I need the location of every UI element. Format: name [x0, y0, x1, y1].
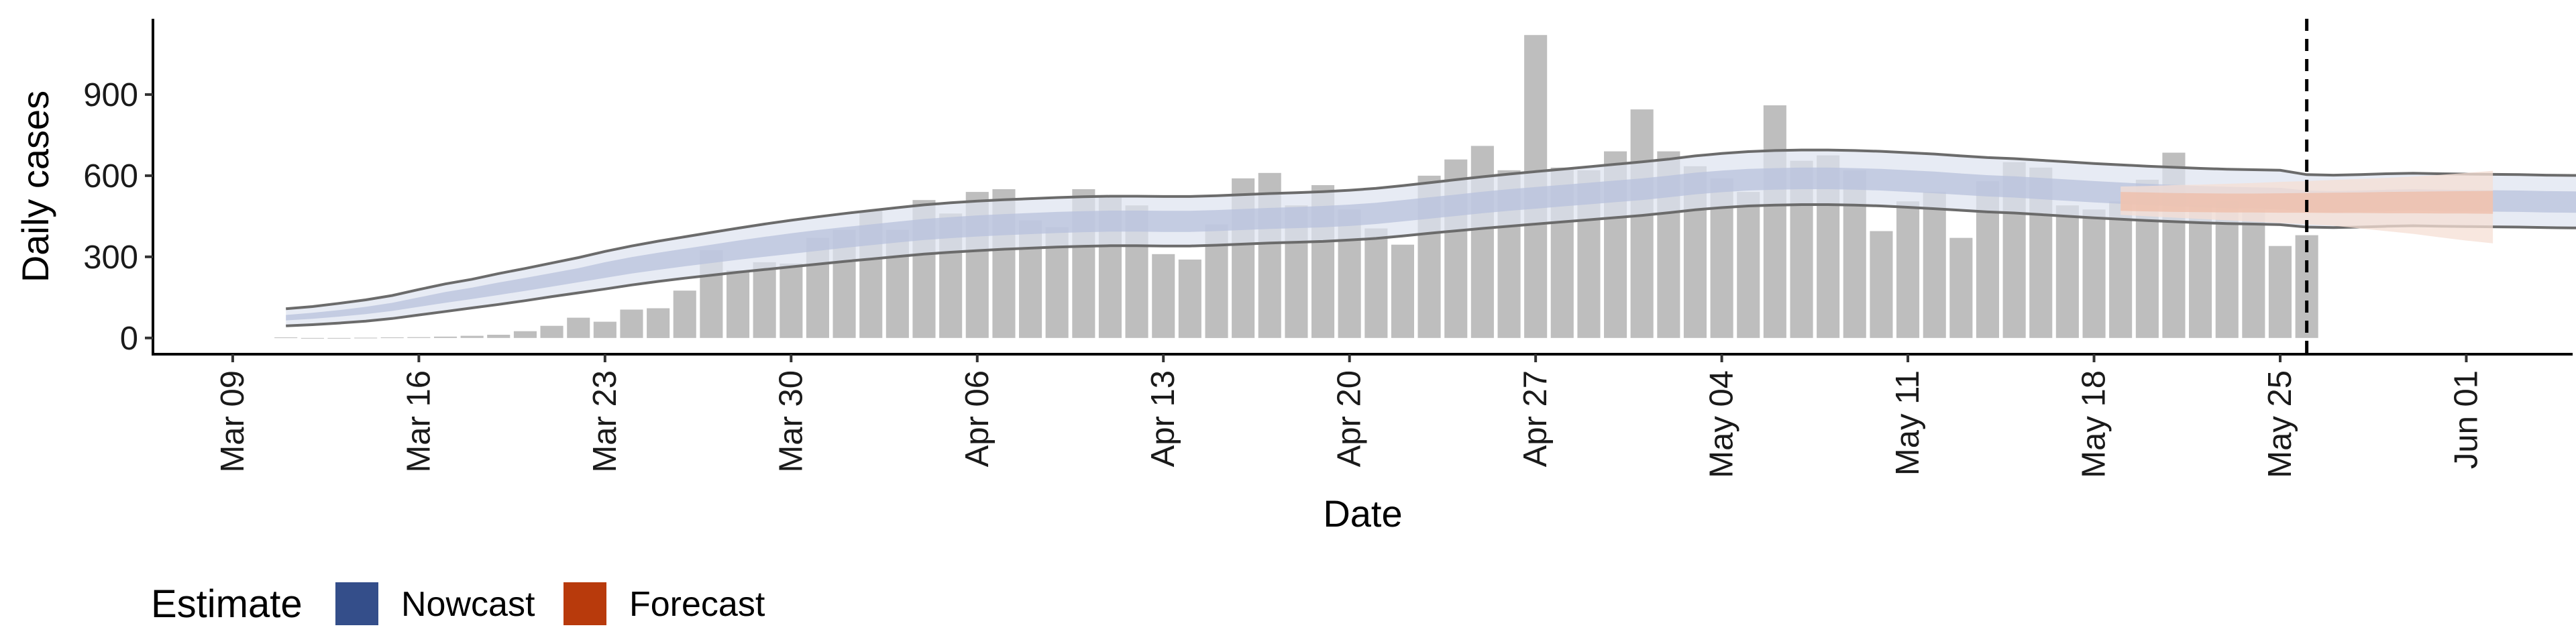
case-bar — [274, 337, 298, 338]
case-bar — [354, 337, 378, 339]
y-tick-label: 600 — [83, 158, 138, 195]
x-tick-label: Apr 27 — [1517, 370, 1554, 467]
x-axis-title: Date — [1323, 492, 1402, 535]
x-axis-ticks: Mar 09 Mar 16 Mar 23 Mar 30 Apr 06 Apr 13 Apr … — [215, 354, 2484, 478]
legend-title: Estimate — [151, 582, 303, 626]
x-tick-label: Mar 09 — [215, 370, 251, 473]
y-axis-ticks: 0 300 600 900 — [83, 77, 153, 357]
case-bar — [460, 335, 484, 338]
x-tick-label: Mar 16 — [400, 370, 437, 473]
case-bar — [673, 290, 696, 338]
nowcast-upper-line — [286, 148, 2576, 311]
legend-label: Forecast — [629, 585, 765, 624]
case-bar — [540, 325, 564, 338]
case-bar — [1737, 192, 1760, 338]
case-bar — [1178, 259, 1201, 338]
case-bar — [2055, 205, 2079, 338]
y-tick-label: 300 — [83, 239, 138, 276]
case-bar — [2242, 209, 2265, 338]
case-bar — [753, 262, 776, 338]
case-bar — [727, 270, 750, 338]
case-bar — [1949, 237, 1973, 338]
case-bar — [2109, 201, 2133, 338]
legend-label: Nowcast — [401, 585, 535, 624]
case-bar — [1763, 105, 1786, 338]
x-tick-label: Mar 23 — [587, 370, 623, 473]
x-tick-label: May 25 — [2262, 370, 2298, 478]
case-bar — [513, 331, 537, 338]
case-bar — [1896, 201, 1920, 338]
y-axis-title: Daily cases — [14, 91, 56, 282]
legend-swatch — [335, 582, 378, 625]
x-tick-label: Apr 06 — [959, 370, 996, 467]
case-bar — [647, 308, 670, 338]
case-bar — [1870, 231, 1893, 338]
y-tick-label: 0 — [120, 321, 138, 357]
case-bar — [2268, 246, 2292, 338]
nowcast-inner-band — [286, 167, 2576, 321]
legend: Estimate Nowcast Forecast — [151, 582, 765, 626]
x-tick-label: Apr 20 — [1332, 370, 1368, 467]
x-tick-label: May 18 — [2076, 370, 2112, 478]
legend-swatch — [564, 582, 606, 625]
case-bar — [620, 309, 643, 338]
case-bar — [2189, 205, 2212, 338]
plot-area — [274, 19, 2576, 354]
case-bar — [1391, 244, 1414, 338]
y-tick-label: 900 — [83, 77, 138, 113]
case-bar — [2082, 209, 2106, 338]
x-tick-label: May 04 — [1704, 370, 1740, 478]
case-bar — [407, 337, 431, 338]
case-bar — [1630, 109, 1654, 338]
case-bar — [380, 337, 404, 338]
case-bar — [780, 263, 803, 338]
case-bar — [487, 335, 511, 338]
x-tick-label: Apr 13 — [1145, 370, 1181, 467]
x-tick-label: Jun 01 — [2448, 370, 2484, 469]
case-bar — [327, 337, 351, 339]
case-bar — [593, 321, 616, 338]
case-bar — [1923, 192, 1946, 338]
case-bar — [567, 317, 590, 338]
case-bar — [434, 336, 458, 338]
case-bar — [1364, 228, 1388, 338]
nowcast-lower-line — [286, 203, 2576, 327]
case-bar — [301, 337, 324, 339]
x-tick-label: Mar 30 — [773, 370, 809, 473]
case-bar — [1152, 254, 1175, 338]
x-tick-label: May 11 — [1890, 370, 1926, 476]
